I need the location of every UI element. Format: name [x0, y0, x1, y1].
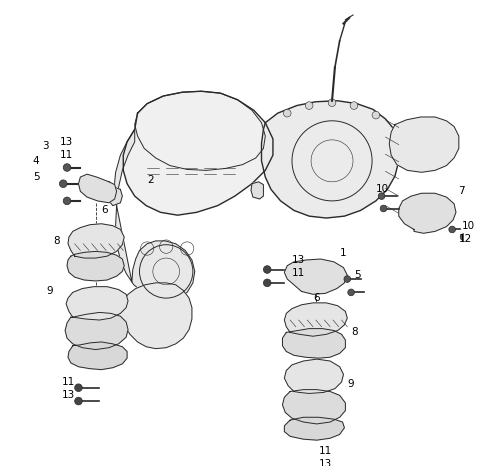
Polygon shape [389, 117, 459, 172]
Circle shape [264, 266, 271, 274]
Text: 11: 11 [319, 445, 332, 456]
Polygon shape [116, 283, 192, 349]
Polygon shape [114, 130, 195, 300]
Text: 2: 2 [147, 175, 154, 185]
Circle shape [60, 180, 67, 187]
Polygon shape [262, 101, 399, 218]
Circle shape [63, 197, 71, 205]
Text: 10: 10 [376, 185, 389, 194]
Polygon shape [109, 186, 122, 206]
Circle shape [63, 164, 71, 171]
Polygon shape [282, 390, 346, 424]
Text: 13: 13 [60, 137, 72, 147]
Text: 9: 9 [348, 379, 354, 389]
Polygon shape [284, 417, 345, 440]
Circle shape [350, 102, 358, 110]
Polygon shape [123, 91, 273, 215]
Circle shape [264, 279, 271, 287]
Polygon shape [251, 182, 264, 199]
Text: 11: 11 [292, 268, 305, 278]
Circle shape [75, 384, 82, 391]
Circle shape [328, 99, 336, 107]
Text: 13: 13 [319, 459, 332, 466]
Text: 7: 7 [458, 186, 465, 196]
Polygon shape [135, 91, 265, 171]
Polygon shape [284, 359, 344, 393]
Text: 8: 8 [54, 236, 60, 246]
Polygon shape [284, 303, 348, 336]
Text: 8: 8 [351, 328, 358, 337]
Text: 13: 13 [61, 391, 74, 400]
Text: 13: 13 [292, 255, 305, 265]
Text: 10: 10 [462, 221, 475, 231]
Polygon shape [399, 193, 456, 233]
Circle shape [378, 193, 385, 199]
Circle shape [283, 110, 291, 117]
Text: 6: 6 [313, 293, 320, 303]
Circle shape [449, 226, 456, 233]
Polygon shape [284, 259, 348, 295]
Circle shape [380, 205, 387, 212]
Polygon shape [78, 174, 117, 203]
Circle shape [290, 452, 298, 460]
Circle shape [372, 111, 380, 119]
Circle shape [305, 102, 313, 110]
Polygon shape [68, 342, 127, 370]
Text: 5: 5 [33, 172, 39, 182]
Polygon shape [65, 312, 128, 350]
Circle shape [348, 289, 354, 296]
Text: 4: 4 [33, 156, 39, 166]
Text: 11: 11 [60, 150, 72, 160]
Circle shape [75, 397, 82, 405]
Text: 3: 3 [42, 141, 49, 151]
Text: 12: 12 [459, 234, 472, 244]
Polygon shape [68, 224, 124, 258]
Text: 11: 11 [61, 377, 74, 387]
Text: 5: 5 [354, 270, 360, 280]
Text: 6: 6 [101, 206, 108, 215]
Text: 1: 1 [340, 248, 346, 258]
Polygon shape [282, 329, 346, 358]
Polygon shape [67, 251, 124, 281]
Polygon shape [66, 287, 128, 320]
Circle shape [460, 234, 467, 240]
Circle shape [344, 276, 350, 282]
Text: 9: 9 [46, 287, 53, 296]
